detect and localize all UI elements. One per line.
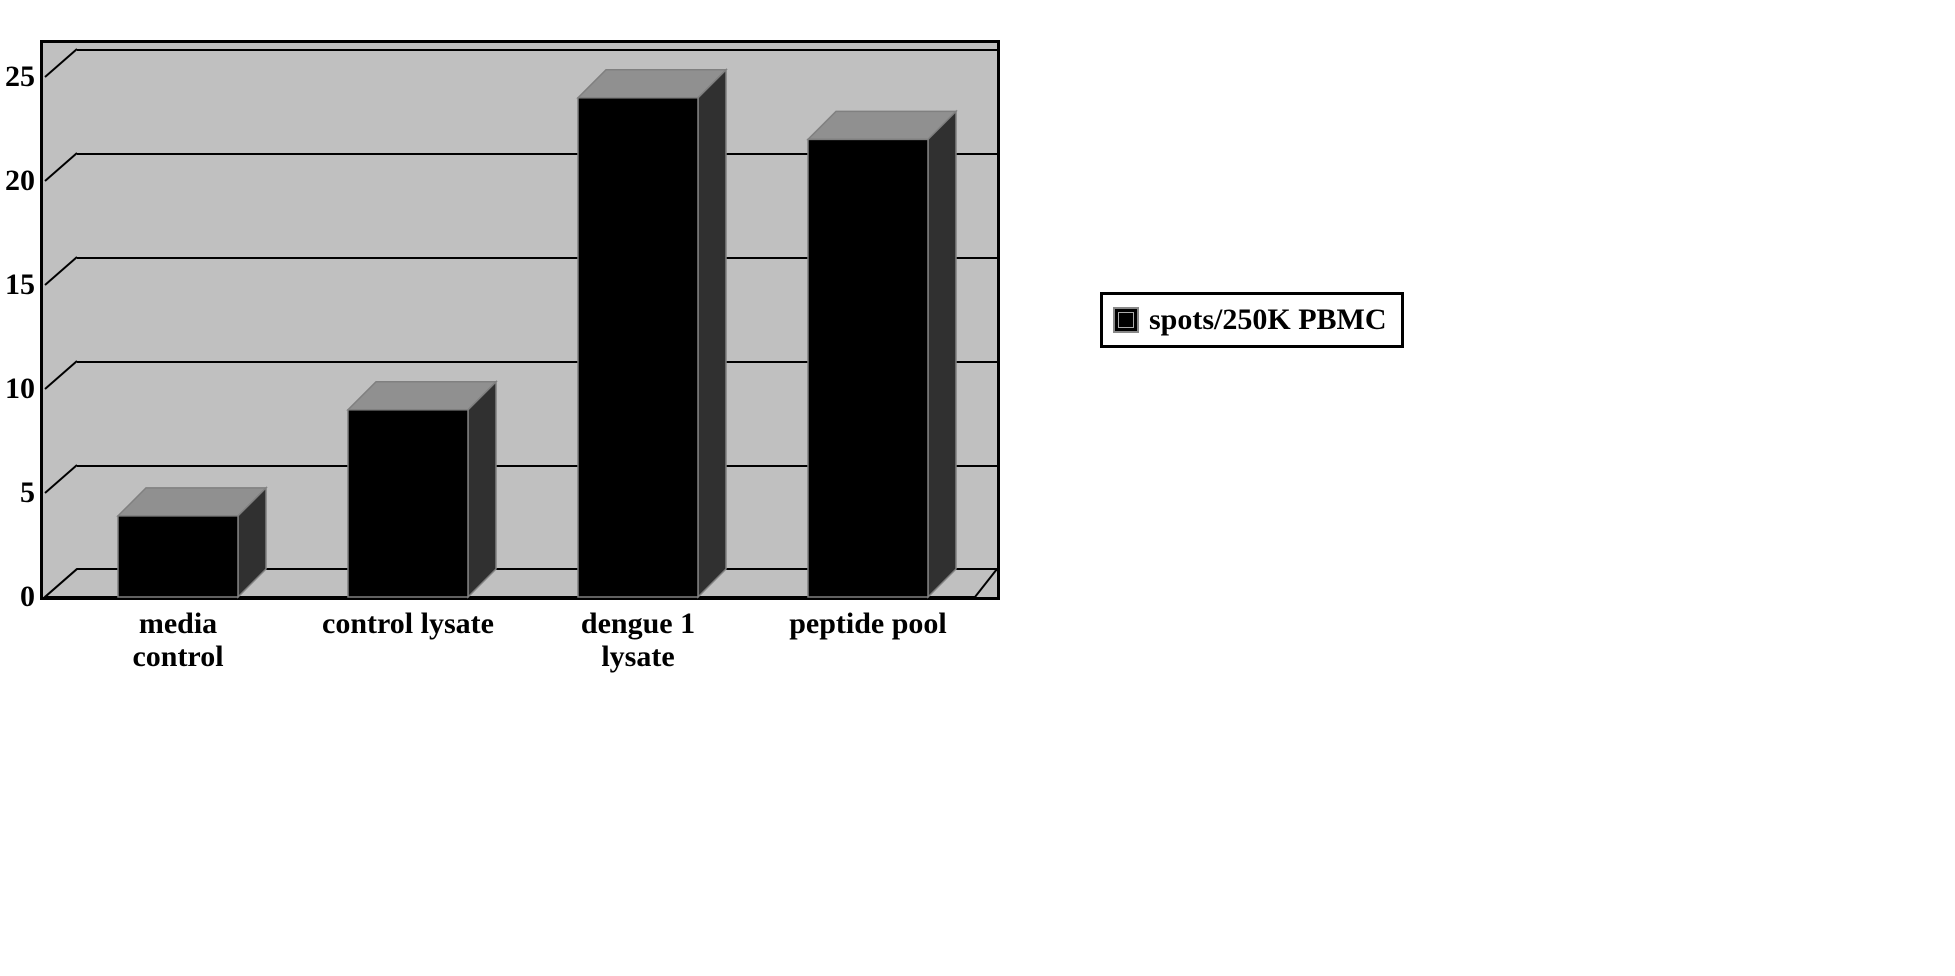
- y-tick-label: 10: [5, 372, 35, 406]
- legend: spots/250K PBMC: [1100, 292, 1404, 348]
- x-category-label: peptide pool: [768, 607, 968, 640]
- legend-swatch: [1113, 307, 1139, 333]
- y-tick-label: 0: [20, 580, 35, 614]
- y-tick-label: 25: [5, 60, 35, 94]
- chart-plot-area: 0510152025mediacontrolcontrol lysatedeng…: [40, 40, 1000, 600]
- bar: [43, 43, 1003, 603]
- x-category-label: dengue 1lysate: [538, 607, 738, 673]
- y-tick-label: 20: [5, 164, 35, 198]
- figure-container: 0510152025mediacontrolcontrol lysatedeng…: [40, 40, 1915, 600]
- x-category-label: control lysate: [308, 607, 508, 640]
- y-tick-label: 15: [5, 268, 35, 302]
- chart-wrap: 0510152025mediacontrolcontrol lysatedeng…: [40, 40, 1000, 600]
- y-tick-label: 5: [20, 476, 35, 510]
- legend-text: spots/250K PBMC: [1149, 303, 1387, 337]
- x-category-label: mediacontrol: [78, 607, 278, 673]
